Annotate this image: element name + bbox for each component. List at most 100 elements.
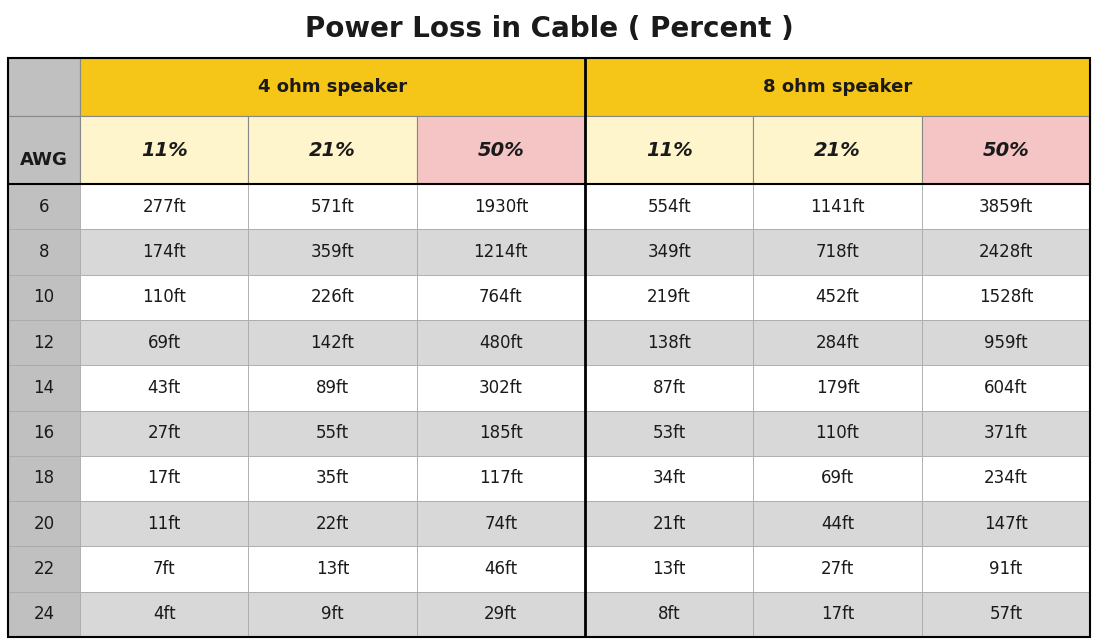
Bar [8, 58, 80, 116]
Bar [416, 274, 585, 320]
Text: 91ft: 91ft [989, 560, 1022, 578]
Text: 554ft: 554ft [648, 197, 691, 215]
Text: 27ft: 27ft [821, 560, 854, 578]
Text: 24: 24 [33, 605, 55, 623]
Bar [248, 274, 416, 320]
Bar [416, 456, 585, 501]
Text: 117ft: 117ft [479, 469, 523, 487]
Bar [921, 592, 1090, 637]
Bar [416, 116, 585, 184]
Text: 142ft: 142ft [311, 333, 355, 351]
Bar [8, 546, 80, 592]
Bar [416, 501, 585, 546]
Text: 89ft: 89ft [316, 379, 349, 397]
Bar [921, 456, 1090, 501]
Bar [80, 58, 585, 116]
Text: 35ft: 35ft [316, 469, 349, 487]
Text: 22: 22 [33, 560, 55, 578]
Bar [921, 116, 1090, 184]
Bar [8, 365, 80, 410]
Bar [416, 320, 585, 365]
Bar [753, 274, 921, 320]
Bar [80, 546, 248, 592]
Bar [248, 116, 416, 184]
Text: 604ft: 604ft [984, 379, 1028, 397]
Bar [753, 592, 921, 637]
Bar [585, 58, 1090, 116]
Bar [921, 320, 1090, 365]
Bar [8, 184, 80, 229]
Text: Power Loss in Cable ( Percent ): Power Loss in Cable ( Percent ) [304, 15, 794, 43]
Text: 69ft: 69ft [147, 333, 181, 351]
Text: 2428ft: 2428ft [978, 243, 1033, 261]
Text: 8 ohm speaker: 8 ohm speaker [763, 78, 912, 96]
Text: 571ft: 571ft [311, 197, 355, 215]
Bar [585, 592, 753, 637]
Bar [585, 274, 753, 320]
Bar [753, 410, 921, 456]
Text: 7ft: 7ft [153, 560, 176, 578]
Text: 17ft: 17ft [147, 469, 181, 487]
Text: 9ft: 9ft [322, 605, 344, 623]
Bar [248, 365, 416, 410]
Text: AWG: AWG [20, 151, 68, 169]
Bar [80, 229, 248, 274]
Bar [80, 365, 248, 410]
Bar [585, 229, 753, 274]
Bar [585, 546, 753, 592]
Text: 147ft: 147ft [984, 515, 1028, 533]
Text: 371ft: 371ft [984, 424, 1028, 442]
Text: 57ft: 57ft [989, 605, 1022, 623]
Text: 27ft: 27ft [147, 424, 181, 442]
Bar [585, 116, 753, 184]
Text: 87ft: 87ft [652, 379, 686, 397]
Text: 8ft: 8ft [658, 605, 681, 623]
Bar [80, 456, 248, 501]
Bar [921, 184, 1090, 229]
Bar [248, 184, 416, 229]
Text: 44ft: 44ft [821, 515, 854, 533]
Text: 234ft: 234ft [984, 469, 1028, 487]
Bar [8, 229, 80, 274]
Bar [921, 501, 1090, 546]
Bar [248, 320, 416, 365]
Text: 46ft: 46ft [484, 560, 517, 578]
Bar [80, 410, 248, 456]
Text: 452ft: 452ft [816, 288, 860, 306]
Bar [585, 410, 753, 456]
Text: 226ft: 226ft [311, 288, 355, 306]
Bar [80, 592, 248, 637]
Bar [921, 365, 1090, 410]
Bar [8, 501, 80, 546]
Bar [80, 501, 248, 546]
Text: 22ft: 22ft [316, 515, 349, 533]
Bar [585, 365, 753, 410]
Text: 1528ft: 1528ft [978, 288, 1033, 306]
Text: 8: 8 [38, 243, 49, 261]
Text: 4 ohm speaker: 4 ohm speaker [258, 78, 407, 96]
Text: 480ft: 480ft [479, 333, 523, 351]
Text: 50%: 50% [983, 140, 1029, 160]
Text: 21%: 21% [814, 140, 861, 160]
Bar [248, 229, 416, 274]
Bar [8, 456, 80, 501]
Text: 34ft: 34ft [652, 469, 686, 487]
Bar [416, 184, 585, 229]
Bar [8, 592, 80, 637]
Text: 10: 10 [33, 288, 55, 306]
Text: 1141ft: 1141ft [810, 197, 865, 215]
Bar [248, 456, 416, 501]
Text: 13ft: 13ft [652, 560, 686, 578]
Bar [753, 116, 921, 184]
Text: 302ft: 302ft [479, 379, 523, 397]
Text: 185ft: 185ft [479, 424, 523, 442]
Text: 13ft: 13ft [316, 560, 349, 578]
Bar [753, 365, 921, 410]
Bar [921, 410, 1090, 456]
Text: 959ft: 959ft [984, 333, 1028, 351]
Bar [248, 592, 416, 637]
Text: 219ft: 219ft [647, 288, 691, 306]
Bar [585, 184, 753, 229]
Text: 110ft: 110ft [143, 288, 186, 306]
Text: 53ft: 53ft [652, 424, 686, 442]
